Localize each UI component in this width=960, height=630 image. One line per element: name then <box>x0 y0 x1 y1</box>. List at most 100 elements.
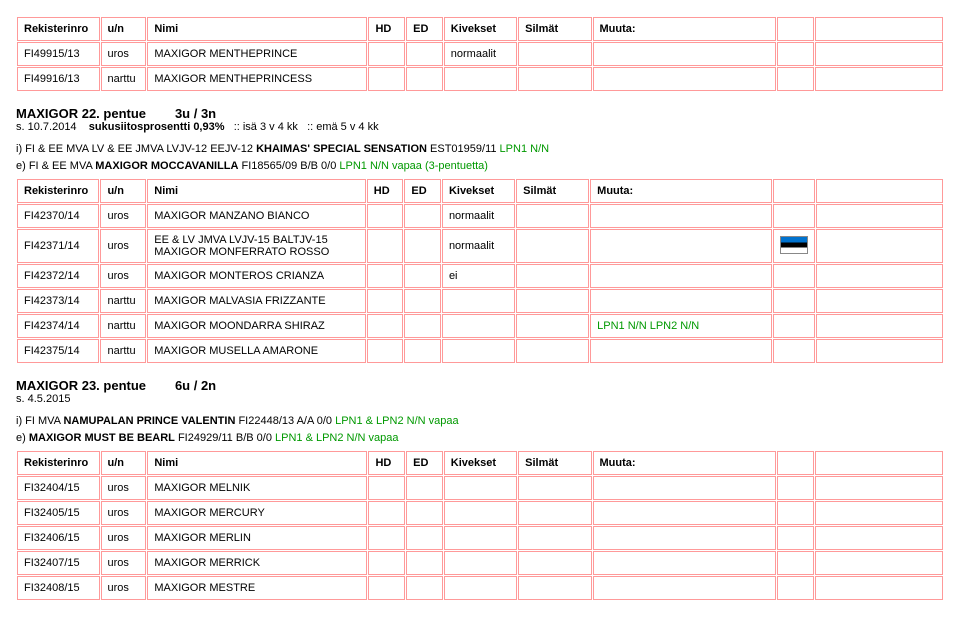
table-cell <box>444 576 517 600</box>
table-cell <box>367 204 404 228</box>
table-cell: uros <box>101 576 147 600</box>
table-cell <box>444 476 517 500</box>
table-cell <box>518 551 591 575</box>
table-cell <box>444 526 517 550</box>
table-cell-flag <box>777 476 814 500</box>
table-cell <box>444 551 517 575</box>
table-cell <box>516 339 589 363</box>
table-cell <box>368 551 405 575</box>
th-un: u/n <box>101 451 147 475</box>
table-cell <box>406 526 443 550</box>
table-cell: LPN1 N/N LPN2 N/N <box>590 314 772 338</box>
sire-name: NAMUPALAN PRINCE VALENTIN <box>63 415 235 427</box>
table-cell: uros <box>100 204 146 228</box>
table-cell <box>816 204 943 228</box>
table-row: FI42370/14urosMAXIGOR MANZANO BIANCOnorm… <box>17 204 943 228</box>
table-cell <box>518 526 591 550</box>
table-cell <box>815 551 943 575</box>
table-cell <box>444 501 517 525</box>
table-cell: uros <box>101 476 147 500</box>
table-cell <box>518 42 591 66</box>
table-cell: narttu <box>100 314 146 338</box>
table-cell <box>442 289 515 313</box>
table-cell <box>368 576 405 600</box>
table-row: FI42371/14urosEE & LV JMVA LVJV-15 BALTJ… <box>17 229 943 263</box>
table-cell: uros <box>101 42 147 66</box>
table-cell <box>590 289 772 313</box>
th-reg: Rekisterinro <box>17 179 99 203</box>
table-cell <box>406 551 443 575</box>
table-cell <box>442 314 515 338</box>
th-kiv: Kivekset <box>442 179 515 203</box>
table-cell <box>406 501 443 525</box>
table-cell-flag <box>777 576 814 600</box>
sire-reg: FI22448/13 A/A 0/0 <box>235 415 335 427</box>
table-header-row: Rekisterinro u/n Nimi HD ED Kivekset Sil… <box>17 179 943 203</box>
th-flag <box>777 451 814 475</box>
table-cell <box>816 339 943 363</box>
table-cell <box>518 501 591 525</box>
table-cell: FI42371/14 <box>17 229 99 263</box>
table-cell <box>593 526 776 550</box>
dam-health: LPN1 N/N vapaa (3-pentuetta) <box>339 160 488 172</box>
table-cell <box>516 229 589 263</box>
litter-22-ema: :: emä 5 v 4 kk <box>307 121 379 133</box>
table-row: FI32407/15urosMAXIGOR MERRICK <box>17 551 943 575</box>
th-last <box>815 451 943 475</box>
litter-22-pct: sukusiitosprosentti 0,93% <box>89 121 225 133</box>
litter-22-name: MAXIGOR 22. pentue <box>16 106 146 121</box>
table-cell-flag <box>777 526 814 550</box>
table-cell: EE & LV JMVA LVJV-15 BALTJV-15 MAXIGOR M… <box>147 229 366 263</box>
litter-22-title: MAXIGOR 22. pentue 3u / 3n <box>16 106 944 121</box>
table-cell: uros <box>100 229 146 263</box>
table-cell: FI32408/15 <box>17 576 100 600</box>
litter-22-date: s. 10.7.2014 <box>16 121 77 133</box>
dam-reg: FI18565/09 B/B 0/0 <box>238 160 339 172</box>
table-cell: MAXIGOR MALVASIA FRIZZANTE <box>147 289 366 313</box>
sire-prefix: i) FI & EE MVA LV & EE JMVA LVJV-12 EEJV… <box>16 143 256 155</box>
litter-22-parents: i) FI & EE MVA LV & EE JMVA LVJV-12 EEJV… <box>16 141 944 174</box>
th-muu: Muuta: <box>593 17 776 41</box>
th-ed: ED <box>404 179 441 203</box>
table-cell: uros <box>101 551 147 575</box>
th-sil: Silmät <box>516 179 589 203</box>
table-cell: MAXIGOR MANZANO BIANCO <box>147 204 366 228</box>
th-nimi: Nimi <box>147 17 367 41</box>
th-kiv: Kivekset <box>444 451 517 475</box>
tbody-3: FI32404/15urosMAXIGOR MELNIKFI32405/15ur… <box>17 476 943 600</box>
table-cell: MAXIGOR MOONDARRA SHIRAZ <box>147 314 366 338</box>
table-cell: uros <box>101 501 147 525</box>
table-cell <box>518 576 591 600</box>
table-row: FI42374/14narttuMAXIGOR MOONDARRA SHIRAZ… <box>17 314 943 338</box>
sire-health: LPN1 N/N <box>500 143 550 155</box>
th-nimi: Nimi <box>147 179 366 203</box>
table-cell-flag <box>777 551 814 575</box>
th-sil: Silmät <box>518 451 591 475</box>
table-row: FI49916/13narttuMAXIGOR MENTHEPRINCESS <box>17 67 943 91</box>
table-row: FI42372/14urosMAXIGOR MONTEROS CRIANZAei <box>17 264 943 288</box>
table-cell: MAXIGOR MERLIN <box>147 526 367 550</box>
table-cell: FI42372/14 <box>17 264 99 288</box>
table-cell <box>406 67 443 91</box>
table-cell <box>815 42 943 66</box>
table-cell <box>444 67 517 91</box>
th-muu: Muuta: <box>590 179 772 203</box>
tbody-1: FI49915/13urosMAXIGOR MENTHEPRINCEnormaa… <box>17 42 943 91</box>
table-row: FI49915/13urosMAXIGOR MENTHEPRINCEnormaa… <box>17 42 943 66</box>
dam-name: MAXIGOR MOCCAVANILLA <box>95 160 238 172</box>
table-cell <box>368 67 405 91</box>
flag-estonia-icon <box>780 236 808 254</box>
table-cell <box>404 289 441 313</box>
dam-name: MAXIGOR MUST BE BEARL <box>29 432 175 444</box>
sire-health: LPN1 & LPN2 N/N vapaa <box>335 415 459 427</box>
table-cell <box>593 551 776 575</box>
table-cell <box>404 314 441 338</box>
table-cell <box>368 526 405 550</box>
litter-22-subline: s. 10.7.2014 sukusiitosprosentti 0,93% :… <box>16 121 944 133</box>
th-hd: HD <box>368 451 405 475</box>
table-cell: MAXIGOR MESTRE <box>147 576 367 600</box>
sire-prefix: i) FI MVA <box>16 415 63 427</box>
table-cell <box>516 289 589 313</box>
table-cell-flag <box>773 204 815 228</box>
table-cell <box>442 339 515 363</box>
